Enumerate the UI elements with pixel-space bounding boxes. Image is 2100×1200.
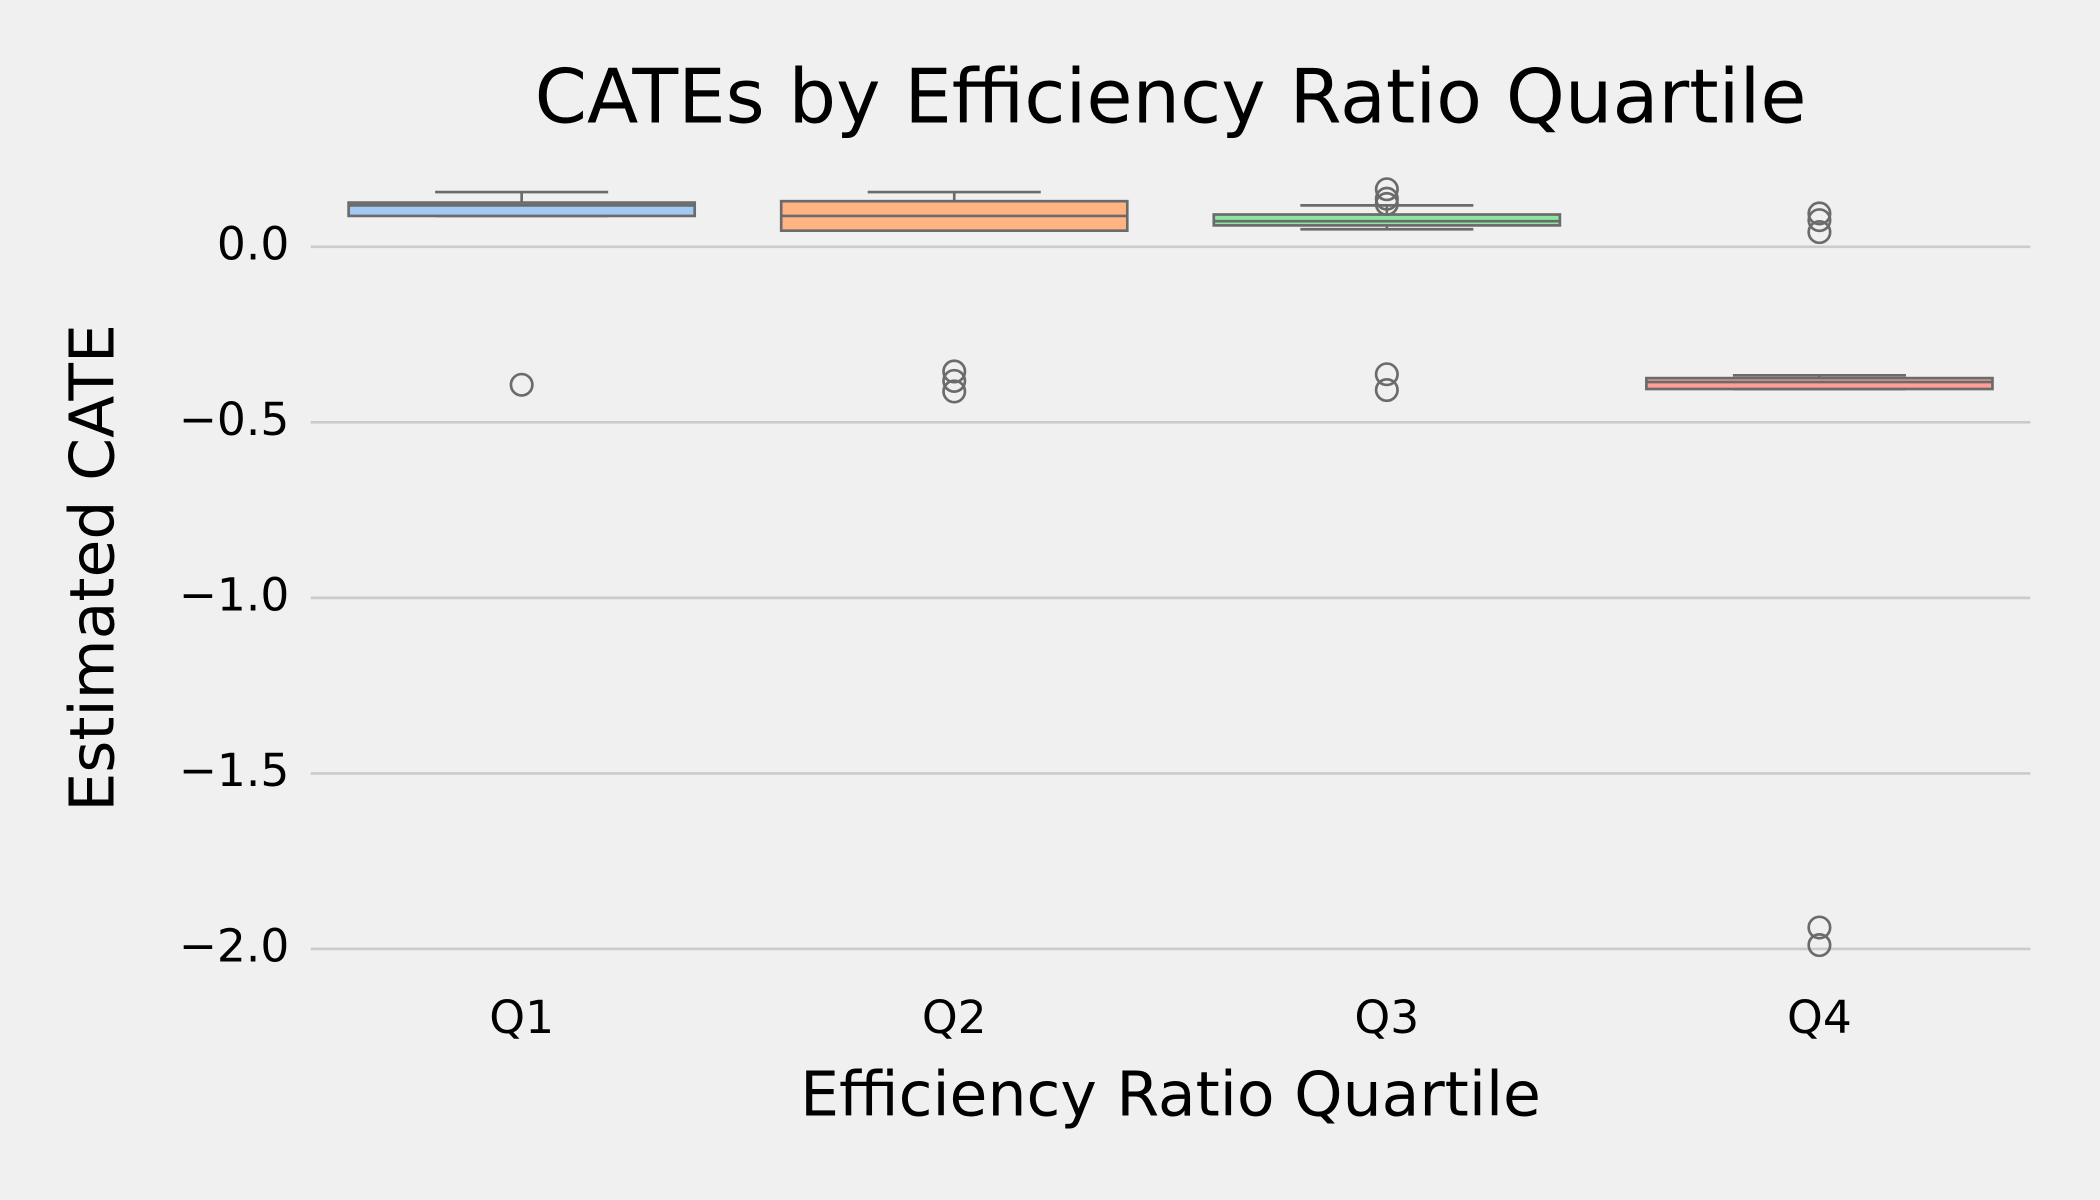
outlier	[1807, 933, 1832, 958]
x-axis-label: Efficiency Ratio Quartile	[800, 1058, 1541, 1130]
outlier	[1374, 362, 1399, 387]
chart-title: CATEs by Efficiency Ratio Quartile	[535, 52, 1807, 140]
outlier	[1807, 201, 1832, 226]
x-tick-label: Q4	[1787, 991, 1852, 1044]
y-tick-label: −1.5	[179, 744, 290, 797]
outlier	[1374, 177, 1399, 202]
x-tick-label: Q2	[922, 991, 987, 1044]
y-tick-label: 0.0	[217, 217, 289, 270]
outlier	[1374, 377, 1399, 403]
outlier	[1807, 915, 1832, 940]
box	[1645, 376, 1994, 391]
outlier	[509, 372, 534, 397]
outlier	[942, 359, 967, 384]
x-tick-label: Q3	[1354, 991, 1419, 1044]
outlier	[942, 368, 967, 393]
y-tick-label: −2.0	[179, 919, 290, 972]
outlier	[1374, 191, 1399, 217]
y-tick-label: −1.0	[179, 568, 290, 621]
y-axis-label: Estimated CATE	[57, 324, 129, 812]
outlier	[1807, 220, 1832, 245]
x-tick-label: Q1	[489, 991, 554, 1044]
outlier	[1807, 208, 1832, 233]
y-tick-label: −0.5	[179, 393, 290, 446]
outlier	[942, 379, 967, 404]
